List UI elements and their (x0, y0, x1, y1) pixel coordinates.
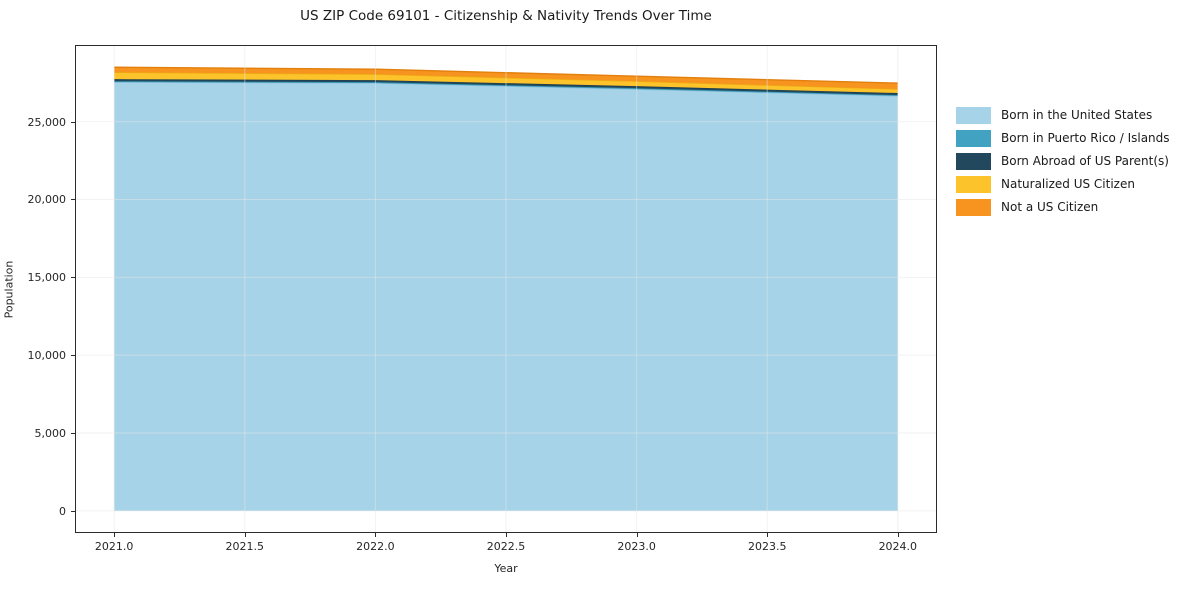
x-tick-label: 2021.0 (94, 540, 134, 553)
y-tick-label: 10,000 (27, 349, 67, 363)
x-tick-mark (114, 533, 116, 537)
x-tick-mark (767, 533, 769, 537)
legend-swatch-not-citizen (956, 199, 991, 216)
x-tick-label: 2022.5 (486, 540, 526, 553)
legend-item: Naturalized US Citizen (956, 176, 1170, 193)
legend-item: Born in the United States (956, 107, 1170, 124)
x-tick-label: 2023.5 (747, 540, 787, 553)
legend-item: Born in Puerto Rico / Islands (956, 130, 1170, 147)
y-tick-mark (71, 432, 75, 434)
legend-label: Born in the United States (1001, 108, 1153, 122)
y-axis-label: Population (2, 260, 16, 319)
x-tick-label: 2022.0 (356, 540, 395, 553)
y-tick-mark (71, 121, 75, 123)
y-tick-mark (71, 510, 75, 512)
legend-swatch-naturalized (956, 176, 991, 193)
y-tick-label: 0 (59, 504, 66, 518)
x-tick-label: 2024.0 (878, 540, 918, 553)
y-tick-mark (71, 355, 75, 357)
plot-area (75, 45, 937, 533)
plot-frame (75, 45, 937, 533)
x-tick-mark (375, 533, 377, 537)
x-tick-mark (506, 533, 507, 537)
stacked-area-chart (75, 45, 937, 533)
y-tick-mark (71, 199, 75, 201)
legend-label: Not a US Citizen (1001, 200, 1099, 214)
x-tick-mark (636, 533, 638, 537)
legend-label: Born in Puerto Rico / Islands (1001, 131, 1170, 145)
y-tick-mark (71, 277, 75, 279)
area-series-4 (114, 67, 898, 90)
legend: Born in the United States Born in Puerto… (956, 107, 1170, 222)
legend-swatch-born-abroad (956, 153, 991, 170)
x-tick-mark (897, 533, 899, 537)
legend-item: Born Abroad of US Parent(s) (956, 153, 1170, 170)
legend-label: Naturalized US Citizen (1001, 177, 1135, 191)
area-series-2 (114, 79, 898, 96)
legend-swatch-born-in-us (956, 107, 991, 124)
x-tick-label: 2023.0 (617, 540, 656, 553)
x-tick-mark (244, 533, 246, 537)
chart-title: US ZIP Code 69101 - Citizenship & Nativi… (300, 8, 712, 24)
x-axis-label: Year (494, 562, 518, 575)
legend-swatch-born-in-puerto-rico (956, 130, 991, 147)
y-tick-label: 20,000 (27, 193, 67, 207)
y-tick-label: 5,000 (34, 426, 67, 440)
x-tick-label: 2021.5 (225, 540, 265, 553)
legend-item: Not a US Citizen (956, 199, 1170, 216)
y-tick-label: 15,000 (27, 271, 67, 285)
y-tick-label: 25,000 (27, 115, 67, 129)
legend-label: Born Abroad of US Parent(s) (1001, 154, 1169, 168)
